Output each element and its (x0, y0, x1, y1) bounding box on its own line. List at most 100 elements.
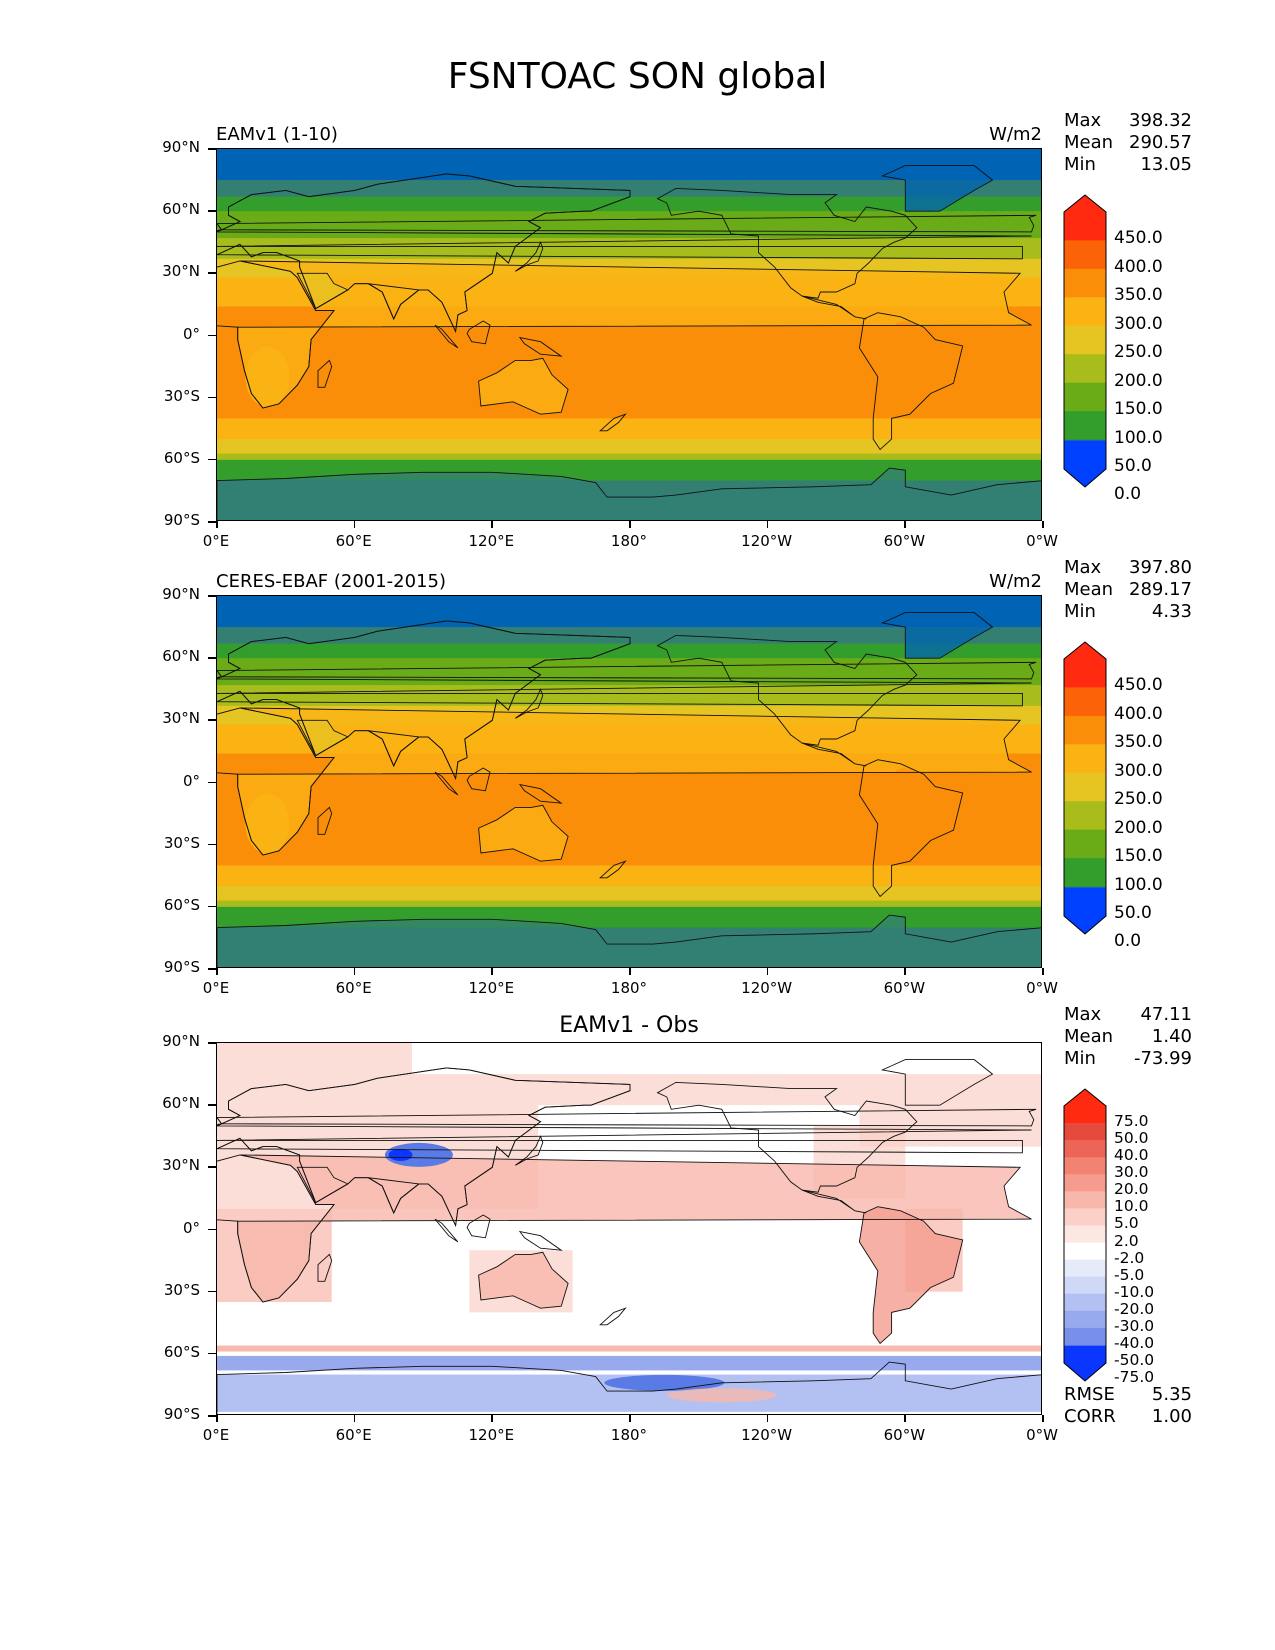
coastline-borneo (466, 1214, 491, 1239)
lat-tick (208, 1166, 216, 1168)
stat-name: Max (1064, 557, 1102, 578)
colorbar-segment (1064, 1191, 1106, 1209)
coastline-c_america (801, 295, 867, 320)
coastline-s_america (858, 1206, 964, 1345)
coastline-madagascar (317, 1253, 333, 1282)
colorbar-label: 450.0 (1114, 675, 1163, 696)
anomaly-patch (604, 1374, 725, 1391)
colorbar-segment (1064, 1174, 1106, 1192)
stat-value: 290.57 (1129, 132, 1192, 153)
metric-name: RMSE (1064, 1384, 1115, 1405)
metrics-box: RMSE 5.35 CORR 1.00 (1064, 1384, 1192, 1428)
lat-tick (208, 719, 216, 721)
colorbar-label: 100.0 (1114, 874, 1163, 895)
lon-tick-label: 60°W (883, 1426, 926, 1444)
band (217, 900, 1041, 908)
colorbar-outline (1063, 1088, 1107, 1382)
land-shade (297, 273, 348, 309)
colorbar-segment (1064, 642, 1106, 688)
coastline-japan (515, 241, 544, 272)
lat-tick-label: 90°N (162, 1032, 200, 1050)
stat-name: Max (1064, 110, 1102, 131)
coastline-c_america (801, 742, 867, 767)
lat-tick-label: 0° (182, 324, 200, 343)
colorbar-label: 50.0 (1114, 903, 1152, 923)
stat-name: Mean (1064, 132, 1114, 153)
coastline-antarctica (217, 467, 1041, 520)
coastline-uk-wrap (217, 1116, 223, 1125)
stat-value: 13.05 (1140, 154, 1192, 175)
coastline-africa-wrap (217, 1154, 335, 1303)
coastlines (217, 612, 1041, 967)
stat-name: Min (1064, 154, 1096, 175)
lat-tick (208, 1290, 216, 1293)
colorbar-label: 0.0 (1114, 484, 1142, 505)
lon-tick (1042, 968, 1044, 975)
colorbar-label: 150.0 (1114, 399, 1163, 420)
colorbar (1063, 194, 1107, 488)
lat-tick (208, 905, 216, 908)
land-shade (478, 358, 569, 415)
land-shade (217, 915, 1041, 967)
coastline-arabia (296, 272, 349, 310)
coastline-nz (599, 860, 627, 879)
map-area (216, 595, 1042, 968)
lon-tick-label: 0°E (202, 1426, 230, 1444)
colorbar-segment (1064, 1208, 1106, 1226)
lat-tick-label: 90°S (163, 1405, 200, 1423)
colorbar-label: 2.0 (1114, 1231, 1139, 1250)
stat-row: Min 13.05 (1064, 154, 1192, 176)
band (217, 196, 1041, 212)
stat-value: 1.40 (1151, 1026, 1192, 1047)
stat-value: 397.80 (1129, 557, 1192, 578)
colorbar-segment (1064, 772, 1106, 802)
band (217, 211, 1041, 239)
lat-tick-label: 90°S (163, 958, 200, 976)
colorbar-segment (1064, 1345, 1106, 1381)
coastline-uk-wrap (217, 669, 223, 678)
colorbar (1063, 1088, 1107, 1382)
land-shade (880, 321, 931, 392)
lon-tick-label: 180° (610, 532, 648, 550)
lat-tick (208, 396, 216, 399)
land-shade (882, 165, 993, 212)
map-svg (217, 149, 1041, 520)
anomaly-patch (384, 1142, 453, 1167)
lat-tick-label: 30°N (162, 1156, 200, 1175)
land-shade (245, 346, 290, 407)
colorbar (1063, 641, 1107, 935)
colorbar-segment (1064, 297, 1106, 327)
colorbar-segment (1064, 1310, 1106, 1329)
lat-tick (208, 1042, 216, 1044)
lon-tick-label: 120°W (741, 1426, 793, 1444)
lat-tick (208, 521, 216, 523)
colorbar-segment (1064, 1327, 1106, 1346)
lat-tick (208, 334, 216, 336)
anomaly-patch (666, 1388, 777, 1403)
colorbar-segment (1064, 801, 1106, 831)
lon-tick-label: 60°E (335, 979, 372, 997)
figure-title: FSNTOAC SON global (447, 56, 828, 97)
coastline-australia (478, 804, 569, 862)
coastline-newguinea (518, 336, 563, 357)
coastline-sumatra (434, 1218, 459, 1243)
colorbar-label: 200.0 (1114, 370, 1163, 391)
colorbar-label: 50.0 (1114, 456, 1152, 476)
lon-tick-label: 180° (610, 1426, 648, 1444)
coastline-sumatra (434, 324, 459, 349)
stats-box: Max 397.80 Mean 289.17 Min 4.33 (1064, 557, 1192, 623)
band (217, 886, 1041, 902)
band (217, 180, 1041, 198)
coastline-antarctica (217, 1361, 1041, 1414)
lon-tick (1042, 1415, 1044, 1422)
stat-value: 47.11 (1140, 1004, 1192, 1025)
stat-row: Max 47.11 (1064, 1004, 1192, 1026)
colorbar-label: -20.0 (1114, 1299, 1155, 1318)
lon-tick (491, 1415, 493, 1422)
stat-value: -73.99 (1133, 1048, 1192, 1069)
lon-tick-label: 0°W (1026, 1426, 1058, 1444)
coastline-c_america (801, 1189, 867, 1214)
lon-tick (491, 968, 493, 975)
map-svg (217, 596, 1041, 967)
colorbar-segment (1064, 829, 1106, 859)
